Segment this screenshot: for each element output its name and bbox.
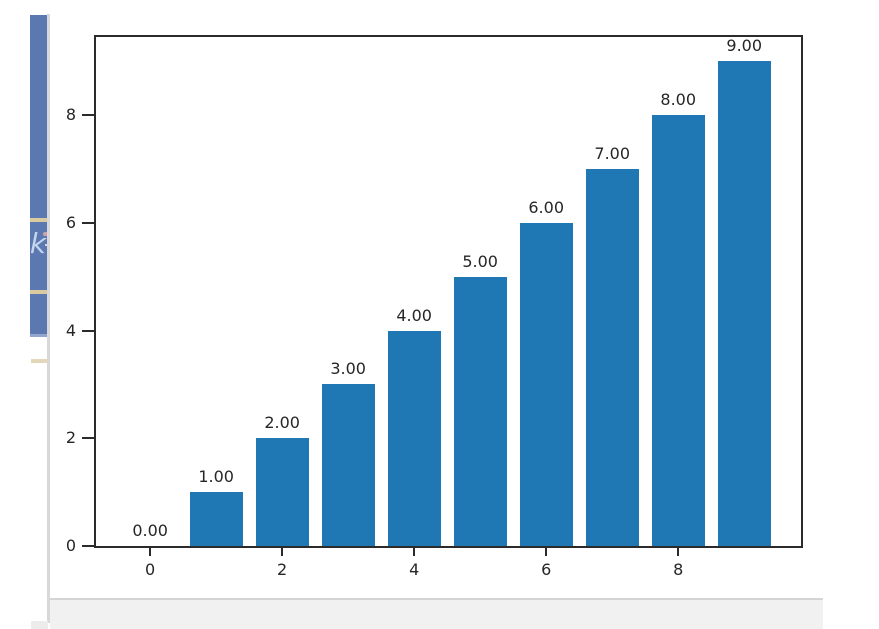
x-axis-tick-label: 2	[277, 560, 288, 579]
y-axis-tick-label: 4	[65, 320, 76, 340]
figure-status-bar	[50, 598, 823, 629]
y-axis-tick	[82, 437, 94, 440]
bar-value-label: 3.00	[330, 359, 366, 379]
y-axis-tick	[82, 545, 94, 547]
bar-value-label: 7.00	[594, 143, 631, 163]
strip-accent-line-middle	[30, 290, 47, 294]
y-axis-tick-label: 6	[65, 212, 76, 232]
bar-value-label: 1.00	[198, 467, 234, 487]
plot-area: 0.00 1.00 2.00 3.00 4.00 5.00 6.00 7.00 8.00 9.00…	[66, 35, 803, 579]
bottom-left-chip	[31, 621, 48, 629]
bar-value-label: 9.00	[726, 36, 763, 56]
bar-value-label: 6.00	[528, 197, 564, 217]
y-axis-tick	[82, 329, 94, 332]
bar	[717, 61, 771, 546]
bar-chart-figure: 0.00 1.00 2.00 3.00 4.00 5.00 6.00 7.00 8.00 9.00…	[50, 0, 823, 598]
bar	[189, 492, 243, 546]
bar-value-label: 5.00	[462, 251, 498, 271]
y-axis-tick-label: 2	[65, 428, 76, 448]
bar-value-label: 4.00	[396, 305, 432, 325]
x-axis-tick	[677, 546, 680, 556]
y-axis-tick-label: 0	[65, 536, 76, 555]
glyph-accent-dot	[43, 232, 48, 236]
y-axis-tick-label: 8	[65, 105, 76, 125]
background-window-strip: k	[30, 15, 51, 337]
bar	[255, 438, 309, 546]
strip-accent-line-lower	[31, 359, 47, 363]
x-axis-tick	[281, 546, 284, 556]
y-axis-tick	[82, 114, 94, 117]
plot-inner: 0.00 1.00 2.00 3.00 4.00 5.00 6.00 7.00 8.00 9.00…	[66, 36, 801, 579]
bar-value-label: 8.00	[660, 90, 697, 110]
x-axis-tick	[413, 546, 416, 556]
y-axis-tick	[82, 221, 94, 224]
bar	[387, 330, 441, 546]
strip-accent-line-top	[30, 218, 47, 222]
bar	[453, 276, 507, 546]
bar	[585, 168, 639, 546]
x-axis-tick-label: 8	[673, 560, 684, 579]
x-axis-tick-label: 4	[409, 560, 420, 579]
x-axis-tick	[545, 546, 548, 556]
bar	[519, 222, 573, 546]
x-axis-tick-label: 6	[541, 560, 552, 579]
x-axis-tick	[149, 546, 152, 556]
bar-value-label: 2.00	[264, 413, 300, 433]
bar-value-label: 0.00	[132, 521, 168, 540]
x-axis-tick-label: 0	[145, 560, 156, 579]
strip-bottom-edge	[30, 334, 47, 337]
panel-left-border	[47, 14, 50, 623]
bar	[651, 115, 705, 546]
bar	[321, 384, 375, 546]
